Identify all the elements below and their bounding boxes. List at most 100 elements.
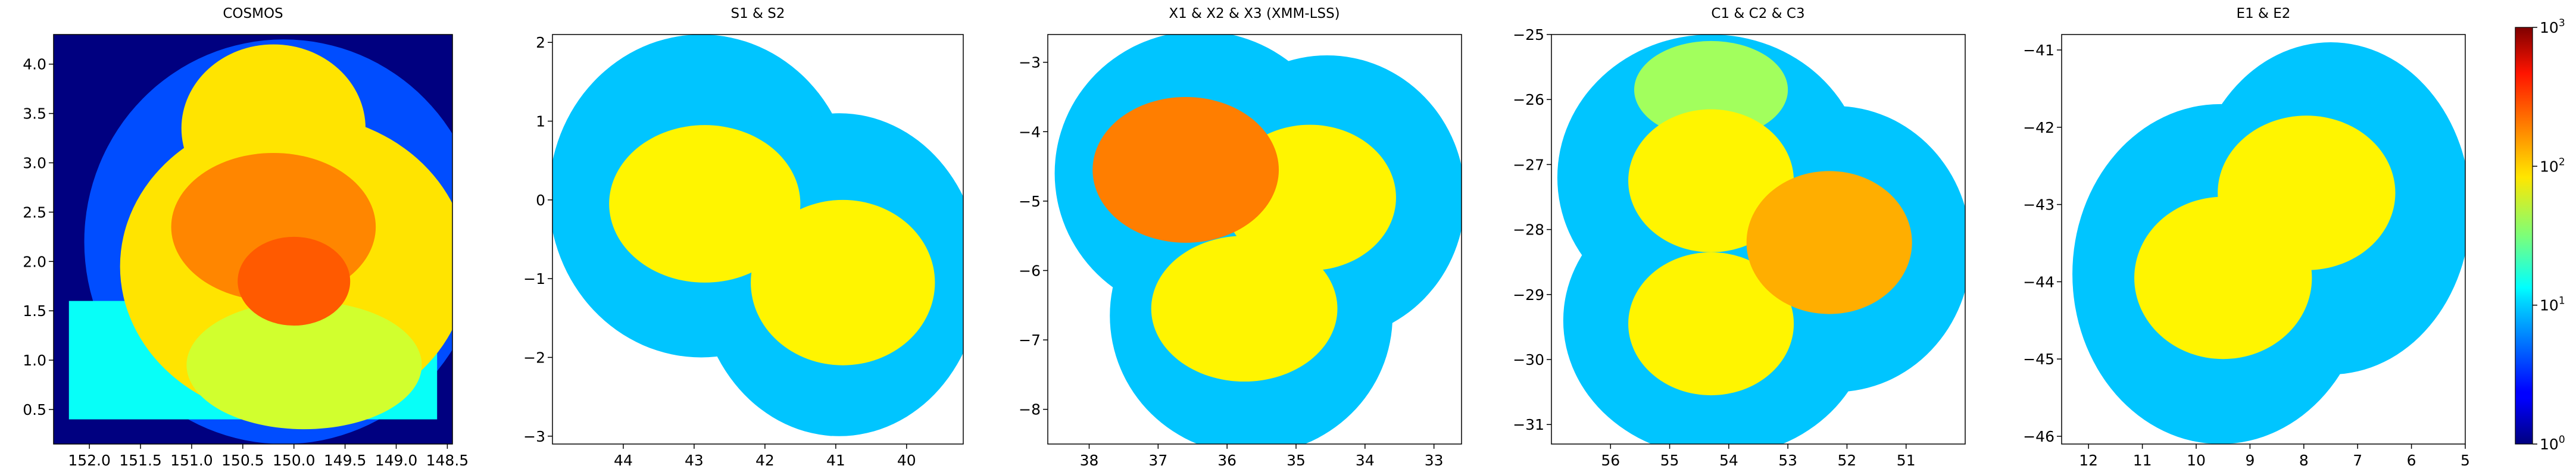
heatmap-region [238, 236, 351, 326]
x-tick-label: 52 [1838, 452, 1857, 469]
y-tick-label: −28 [1513, 221, 1544, 239]
heatmap [54, 35, 452, 444]
x-tick-label: 37 [1148, 452, 1167, 469]
y-tick-label: −7 [1019, 332, 1041, 349]
y-axis: −46 −45 −44 −43 −42 −41 [2023, 42, 2062, 445]
x-tick-label: 35 [1287, 452, 1306, 469]
heatmap-region [1092, 96, 1279, 243]
panel-s1-s2: S1 & S2 44 43 42 41 40 −3 −2 −1 0 1 2 [523, 6, 964, 469]
y-tick-label: −6 [1019, 262, 1041, 279]
y-tick-label: −27 [1513, 156, 1544, 173]
x-tick-label: 9 [2245, 452, 2255, 469]
x-tick-label: 53 [1778, 452, 1797, 469]
x-tick-label: 41 [826, 452, 845, 469]
x-tick-label: 43 [685, 452, 704, 469]
y-tick-label: 0.5 [23, 401, 46, 418]
x-axis: 152.0 151.5 151.0 150.5 150.0 149.5 149.0 148.5 [68, 444, 469, 469]
plot-frame [53, 34, 453, 445]
panel-title: E1 & E2 [2237, 6, 2291, 21]
y-axis: 0.5 1.0 1.5 2.0 2.5 3.0 3.5 4.0 [23, 56, 54, 418]
x-tick-label: 40 [897, 452, 916, 469]
x-tick-label: 42 [755, 452, 775, 469]
x-tick-label: 34 [1356, 452, 1375, 469]
x-axis: 56 55 54 53 52 51 [1601, 444, 1916, 469]
x-tick-label: 10 [2187, 452, 2206, 469]
x-axis: 12 11 10 9 8 7 6 5 [2079, 444, 2470, 469]
heatmap [1054, 35, 1462, 444]
x-tick-label: 150.0 [273, 452, 316, 469]
x-tick-label: 149.5 [324, 452, 367, 469]
y-tick-label: −42 [2023, 119, 2054, 136]
y-tick-label: −31 [1513, 416, 1544, 433]
plot-frame [2061, 34, 2466, 445]
colorbar-tick-label: 101 [2540, 295, 2565, 314]
colorbar-ticks: 100 101 102 103 [2533, 17, 2565, 453]
colorbar-tick-label: 103 [2540, 17, 2565, 36]
y-tick-label: −8 [1019, 401, 1041, 418]
y-tick-label: −30 [1513, 351, 1544, 368]
panel-title: S1 & S2 [730, 6, 785, 21]
x-tick-label: 152.0 [68, 452, 111, 469]
x-tick-label: 5 [2461, 452, 2470, 469]
panel-c1-c2-c3: C1 & C2 & C3 56 55 54 53 52 51 −31 −30 −29 −28 −2… [1513, 6, 1966, 469]
y-tick-label: −26 [1513, 91, 1544, 108]
y-tick-label: −2 [523, 349, 545, 366]
y-tick-label: 4.0 [23, 56, 46, 73]
y-tick-label: 2.5 [23, 204, 46, 221]
y-tick-label: −41 [2023, 42, 2054, 59]
y-tick-label: −5 [1019, 193, 1041, 210]
y-tick-label: 1.0 [23, 352, 46, 369]
heatmap-region [1151, 236, 1338, 382]
x-tick-label: 149.0 [375, 452, 418, 469]
y-tick-label: −3 [523, 428, 545, 445]
colorbar-gradient [2515, 27, 2533, 445]
y-tick-label: 1.5 [23, 302, 46, 320]
x-tick-label: 54 [1719, 452, 1738, 469]
x-tick-label: 148.5 [426, 452, 469, 469]
y-tick-label: 1 [536, 113, 545, 130]
y-tick-label: −43 [2023, 196, 2054, 214]
x-tick-label: 150.5 [221, 452, 264, 469]
panel-e1-e2: E1 & E2 12 11 10 9 8 7 6 5 −46 −45 −44 −43 −42 −41 [2023, 6, 2470, 469]
x-axis: 44 43 42 41 40 [614, 444, 916, 469]
y-tick-label: 2.0 [23, 253, 46, 270]
x-tick-label: 38 [1080, 452, 1099, 469]
x-tick-label: 151.5 [119, 452, 162, 469]
x-tick-label: 6 [2407, 452, 2416, 469]
x-tick-label: 151.0 [170, 452, 213, 469]
y-axis: −3 −2 −1 0 1 2 [523, 34, 552, 445]
x-tick-label: 56 [1601, 452, 1620, 469]
colorbar-tick-label: 100 [2540, 434, 2565, 453]
y-tick-label: 2 [536, 34, 545, 51]
x-tick-label: 44 [614, 452, 633, 469]
y-tick-label: −46 [2023, 428, 2054, 445]
panel-xmm-lss: X1 & X2 & X3 (XMM-LSS) 38 37 36 35 34 33 −8 −7… [1019, 6, 1462, 469]
heatmap [552, 35, 963, 436]
y-tick-label: −25 [1513, 26, 1544, 43]
x-axis: 38 37 36 35 34 33 [1080, 444, 1444, 469]
x-tick-label: 12 [2079, 452, 2098, 469]
y-tick-label: 3.0 [23, 155, 46, 172]
x-tick-label: 55 [1660, 452, 1679, 469]
plot-frame [1047, 34, 1462, 445]
x-tick-label: 11 [2133, 452, 2152, 469]
heatmap-region [751, 199, 935, 365]
y-tick-label: −45 [2023, 351, 2054, 368]
heatmap [1557, 35, 1965, 444]
heatmap-region [609, 125, 801, 283]
y-tick-label: −4 [1019, 123, 1041, 140]
x-tick-label: 8 [2299, 452, 2309, 469]
y-axis: −8 −7 −6 −5 −4 −3 [1019, 54, 1048, 418]
y-tick-label: −29 [1513, 286, 1544, 304]
y-tick-label: −1 [523, 270, 545, 287]
panel-title: C1 & C2 & C3 [1711, 6, 1804, 21]
x-tick-label: 36 [1217, 452, 1237, 469]
plot-frame [1551, 34, 1966, 445]
x-tick-label: 33 [1425, 452, 1444, 469]
x-tick-label: 7 [2353, 452, 2362, 469]
y-axis: −31 −30 −29 −28 −27 −26 −25 [1513, 26, 1551, 433]
heatmap-region [1746, 171, 1912, 314]
colorbar-tick-label: 102 [2540, 156, 2565, 175]
panel-title: COSMOS [223, 6, 283, 21]
